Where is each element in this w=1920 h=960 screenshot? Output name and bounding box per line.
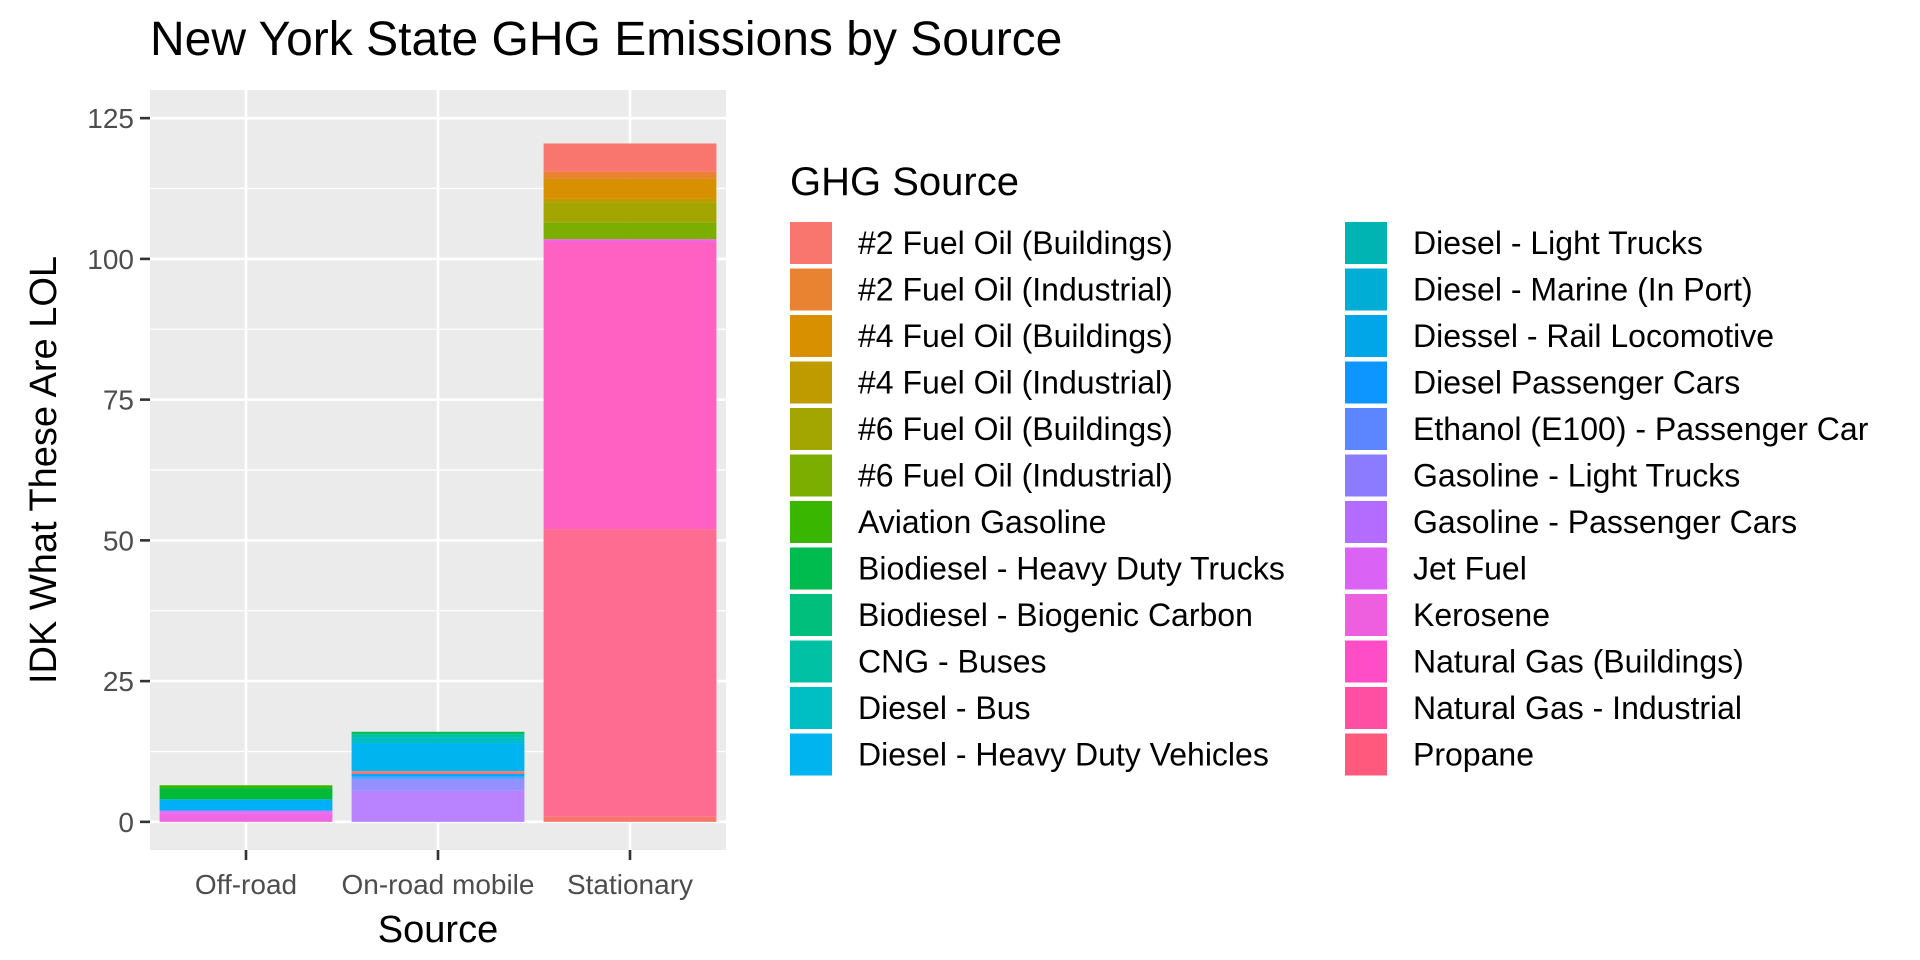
- bar-segment: [351, 743, 525, 772]
- bar-segment: [351, 737, 525, 744]
- x-tick-label: Stationary: [567, 869, 693, 900]
- legend-key: [1345, 408, 1387, 450]
- bar-segment: [543, 198, 717, 203]
- bar-segment: [351, 776, 525, 780]
- y-tick-label: 125: [87, 103, 134, 134]
- y-tick-label: 50: [103, 525, 134, 556]
- bar-segment: [159, 810, 333, 814]
- legend-title: GHG Source: [790, 160, 1019, 204]
- x-tick-label: On-road mobile: [342, 869, 535, 900]
- legend-label: Diesel - Marine (In Port): [1413, 272, 1753, 308]
- legend-label: Kerosene: [1413, 597, 1550, 633]
- legend-key: [790, 361, 832, 404]
- legend-label: Diesel - Heavy Duty Vehicles: [858, 737, 1269, 773]
- legend-label: Gasoline - Passenger Cars: [1413, 504, 1797, 540]
- legend-key: [1345, 222, 1387, 264]
- legend-label: Biodiesel - Heavy Duty Trucks: [858, 551, 1285, 587]
- y-tick-label: 0: [118, 807, 134, 838]
- legend-key: [1345, 640, 1387, 683]
- legend-key: [790, 547, 832, 590]
- bar-segment: [159, 799, 333, 811]
- legend-key: [790, 640, 832, 683]
- legend-label: Diesel - Bus: [858, 690, 1031, 726]
- legend-label: #6 Fuel Oil (Industrial): [858, 458, 1173, 494]
- bar-segment: [543, 242, 717, 530]
- legend-key: [790, 733, 832, 776]
- axes-layer: 0 25 50 75 100 125 Off-road On-road mobile Stati…: [87, 103, 693, 900]
- legend-label: #6 Fuel Oil (Buildings): [858, 411, 1173, 447]
- bar-segment: [543, 816, 717, 822]
- legend-key: [790, 687, 832, 729]
- bar-segment: [543, 178, 717, 199]
- bar-segment: [351, 779, 525, 791]
- bar-segment: [159, 785, 333, 789]
- bar-segment: [159, 813, 333, 822]
- legend-key: [1345, 687, 1387, 729]
- legend-label: #4 Fuel Oil (Industrial): [858, 365, 1173, 401]
- y-tick-label: 75: [103, 385, 134, 416]
- legend-label: Ethanol (E100) - Passenger Car: [1413, 411, 1869, 447]
- legend-label: CNG - Buses: [858, 644, 1046, 680]
- legend-key: [790, 268, 832, 311]
- legend-label: Jet Fuel: [1413, 551, 1527, 587]
- legend-key: [790, 408, 832, 450]
- legend-key: [790, 454, 832, 497]
- legend: #2 Fuel Oil (Buildings) #2 Fuel Oil (Indu…: [790, 222, 1869, 776]
- legend-key: [1345, 315, 1387, 357]
- bar-segment: [543, 143, 717, 172]
- y-tick-label: 100: [87, 244, 134, 275]
- bar-segment: [351, 733, 525, 735]
- legend-key: [1345, 454, 1387, 497]
- bar-segment: [351, 731, 525, 734]
- y-axis-title: IDK What These Are LOL: [23, 256, 65, 684]
- legend-label: #4 Fuel Oil (Buildings): [858, 318, 1173, 354]
- legend-label: Biodiesel - Biogenic Carbon: [858, 597, 1253, 633]
- legend-key: [1345, 268, 1387, 311]
- legend-key: [790, 315, 832, 357]
- legend-label: Gasoline - Light Trucks: [1413, 458, 1740, 494]
- legend-key: [1345, 733, 1387, 776]
- bar-segment: [351, 790, 525, 822]
- legend-label: #2 Fuel Oil (Buildings): [858, 225, 1173, 261]
- legend-label: Natural Gas (Buildings): [1413, 644, 1744, 680]
- bar-segment: [351, 771, 525, 774]
- y-tick-label: 25: [103, 666, 134, 697]
- legend-label: Propane: [1413, 737, 1534, 773]
- bar-segment: [543, 202, 717, 223]
- legend-key: [790, 222, 832, 264]
- legend-label: Diessel - Rail Locomotive: [1413, 318, 1774, 354]
- legend-label: #2 Fuel Oil (Industrial): [858, 272, 1173, 308]
- chart-title: New York State GHG Emissions by Source: [150, 13, 1062, 66]
- bar-segment: [543, 239, 717, 242]
- legend-label: Aviation Gasoline: [858, 504, 1106, 540]
- legend-label: Natural Gas - Industrial: [1413, 690, 1742, 726]
- bar-segment: [351, 734, 525, 738]
- legend-key: [790, 501, 832, 543]
- bar-segment: [543, 171, 717, 179]
- x-axis-title: Source: [378, 909, 498, 951]
- bar-segment: [159, 788, 333, 800]
- x-tick-label: Off-road: [195, 869, 297, 900]
- legend-key: [790, 594, 832, 636]
- bars-layer: [159, 143, 717, 822]
- legend-key: [1345, 594, 1387, 636]
- bar-segment: [543, 529, 717, 817]
- legend-label: Diesel - Light Trucks: [1413, 225, 1703, 261]
- legend-key: [1345, 501, 1387, 543]
- legend-key: [1345, 361, 1387, 404]
- legend-label: Diesel Passenger Cars: [1413, 365, 1740, 401]
- bar-segment: [351, 774, 525, 777]
- bar-segment: [543, 222, 717, 240]
- legend-key: [1345, 547, 1387, 590]
